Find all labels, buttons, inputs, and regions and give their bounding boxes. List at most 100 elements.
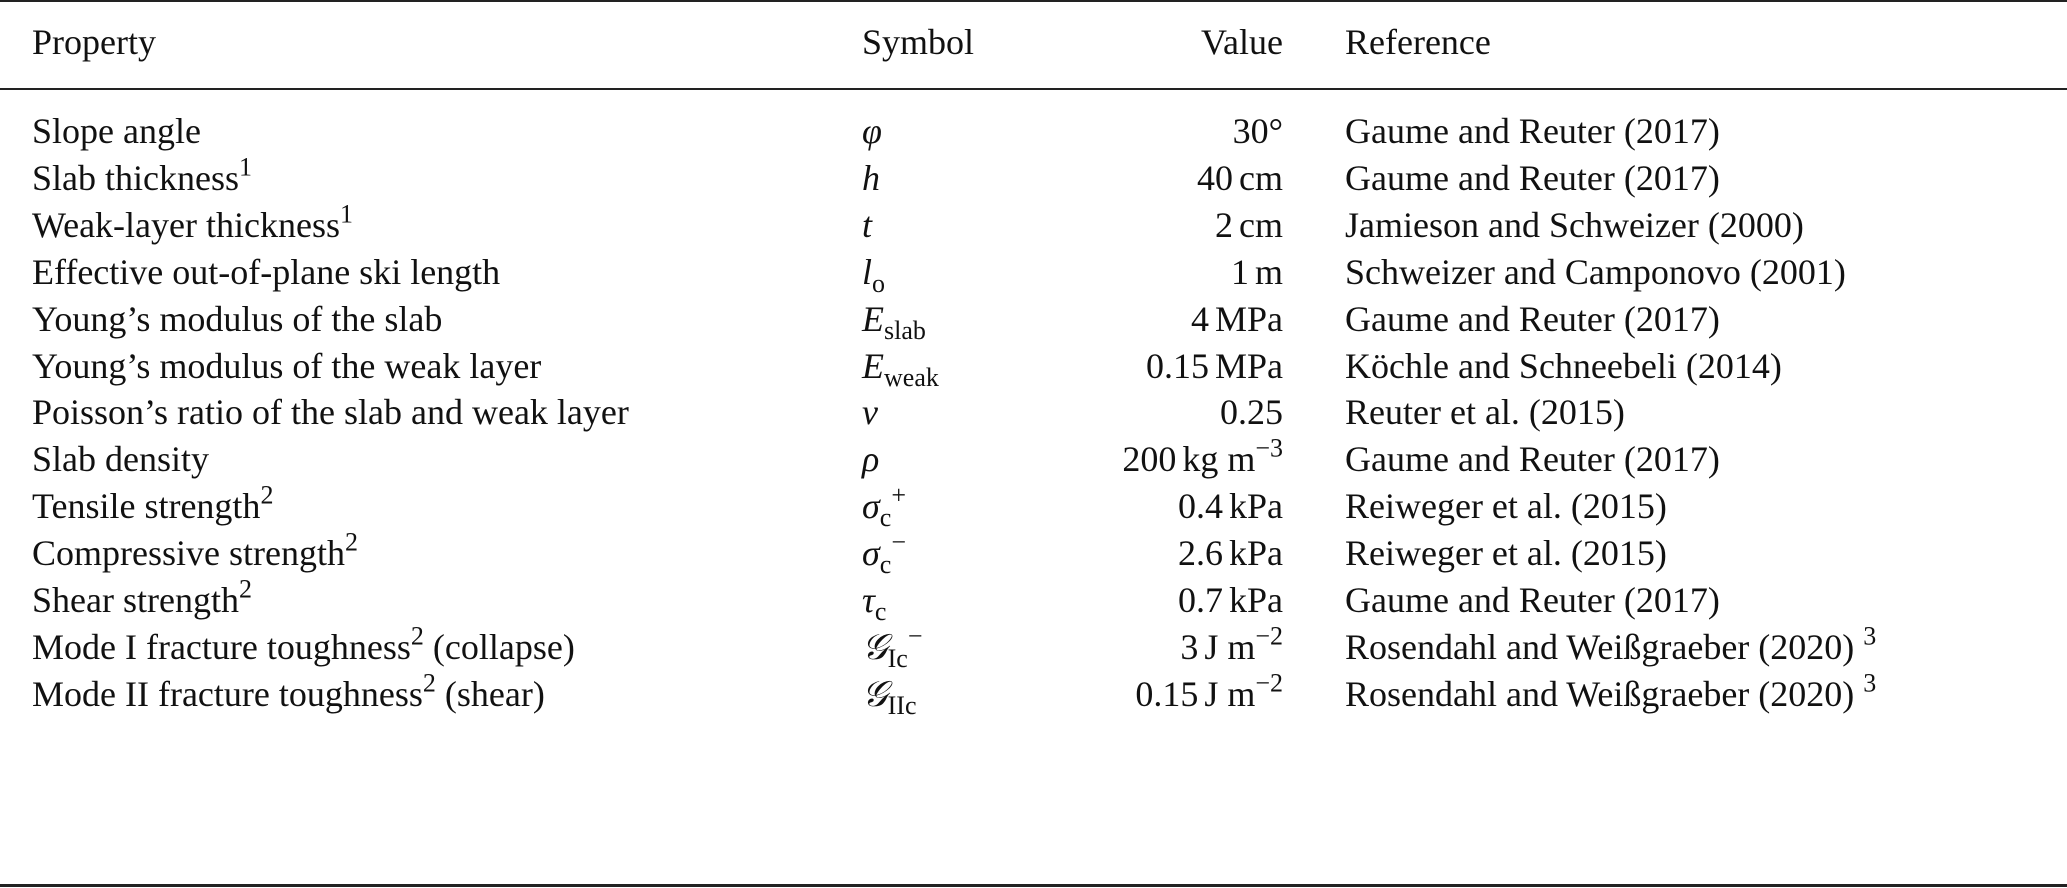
- table-row: Mode I fracture toughness2 (collapse) 𝒢Ic…: [0, 621, 2067, 671]
- symbol: E: [862, 298, 884, 339]
- reference: Köchle and Schneebeli (2014): [1345, 345, 1782, 386]
- value: 1: [1230, 251, 1249, 292]
- reference-cell: Gaume and Reuter (2017): [1345, 108, 1720, 154]
- reference-cell: Gaume and Reuter (2017): [1345, 155, 1720, 201]
- footnote-marker: 2: [260, 480, 274, 510]
- value: 0.15: [1145, 345, 1209, 386]
- reference-cell: Rosendahl and Weißgraeber (2020) 3: [1345, 621, 1877, 670]
- unit: m: [1254, 251, 1283, 292]
- property-cell: Young’s modulus of the weak layer: [32, 343, 541, 389]
- value-cell: 2.6 kPa: [1178, 530, 1283, 576]
- value: 30°: [1232, 111, 1283, 151]
- value: 0.15: [1135, 673, 1199, 714]
- symbol: h: [862, 157, 880, 198]
- unit: cm: [1239, 204, 1283, 245]
- symbol-cell: ρ: [862, 436, 879, 482]
- symbol: 𝒢: [862, 626, 888, 667]
- reference: Reiweger et al. (2015): [1345, 533, 1667, 574]
- unit: cm: [1239, 157, 1283, 198]
- property-name: Mode II fracture toughness: [32, 673, 423, 714]
- value: 200: [1122, 439, 1177, 480]
- table-row: Slab thickness1 h 40 cm Gaume and Reuter (20…: [0, 152, 2067, 201]
- value: 4: [1190, 298, 1209, 339]
- symbol-cell: ν: [862, 389, 878, 435]
- symbol: σ: [862, 486, 880, 527]
- table-row: Effective out-of-plane ski length lo 1 m Sch…: [0, 249, 2067, 298]
- property-cell: Tensile strength2: [32, 480, 274, 529]
- footnote-marker: 3: [1863, 621, 1877, 651]
- property-name: Poisson’s ratio of the slab and weak lay…: [32, 392, 629, 433]
- reference: Gaume and Reuter (2017): [1345, 580, 1720, 620]
- reference: Gaume and Reuter (2017): [1345, 298, 1720, 339]
- value-cell: 0.7 kPa: [1178, 577, 1283, 623]
- property-cell: Effective out-of-plane ski length: [32, 249, 500, 295]
- reference-cell: Jamieson and Schweizer (2000): [1345, 202, 1804, 248]
- reference-cell: Köchle and Schneebeli (2014): [1345, 343, 1782, 389]
- value-cell: 0.15 MPa: [1146, 343, 1283, 389]
- footnote-marker: 2: [238, 574, 252, 604]
- property-name: Young’s modulus of the weak layer: [32, 345, 542, 386]
- symbol: φ: [862, 111, 882, 151]
- symbol: ρ: [862, 439, 880, 480]
- symbol: l: [862, 251, 873, 292]
- unit: MPa: [1214, 345, 1283, 386]
- reference-cell: Reuter et al. (2015): [1345, 389, 1625, 435]
- footnote-marker: 3: [1863, 668, 1877, 698]
- value-cell: 4 MPa: [1191, 296, 1283, 342]
- table-row: Mode II fracture toughness2 (shear) 𝒢IIc 0…: [0, 668, 2067, 720]
- symbol: ν: [862, 392, 878, 433]
- value-cell: 0.4 kPa: [1178, 483, 1283, 529]
- unit: kPa: [1229, 486, 1283, 527]
- property-cell: Slab thickness1: [32, 152, 252, 201]
- footnote-marker: 2: [410, 621, 424, 651]
- value-cell: 200 kg m−3: [1122, 436, 1283, 482]
- property-cell: Mode II fracture toughness2 (shear): [32, 668, 545, 717]
- footnote-marker: 1: [238, 152, 252, 182]
- property-name: Effective out-of-plane ski length: [32, 251, 501, 292]
- reference: Gaume and Reuter (2017): [1345, 157, 1720, 198]
- reference-cell: Rosendahl and Weißgraeber (2020) 3: [1345, 668, 1877, 717]
- symbol-cell: Eweak: [862, 343, 939, 390]
- value-cell: 40 cm: [1197, 155, 1283, 201]
- symbol-subscript: o: [872, 268, 886, 298]
- symbol-cell: h: [862, 155, 880, 201]
- symbol-cell: t: [862, 202, 872, 248]
- reference-cell: Gaume and Reuter (2017): [1345, 296, 1720, 342]
- unit-exponent: −3: [1255, 434, 1283, 463]
- property-name: Tensile strength: [32, 486, 261, 527]
- reference-cell: Reiweger et al. (2015): [1345, 483, 1667, 529]
- unit: J m: [1204, 673, 1256, 714]
- symbol-subscript: slab: [884, 315, 926, 345]
- property-cell: Mode I fracture toughness2 (collapse): [32, 621, 575, 670]
- unit: kPa: [1229, 533, 1283, 574]
- value-cell: 30°: [1233, 108, 1283, 154]
- reference: Rosendahl and Weißgraeber (2020): [1345, 673, 1855, 714]
- property-name: Shear strength: [32, 580, 239, 620]
- symbol-superscript: −: [891, 527, 906, 557]
- symbol-cell: σc−: [862, 527, 906, 579]
- header-rule: [0, 88, 2067, 90]
- symbol: E: [862, 345, 884, 386]
- property-cell: Weak-layer thickness1: [32, 201, 353, 248]
- table-row: Slab density ρ 200 kg m−3 Gaume and Reuter (…: [0, 436, 2067, 482]
- reference-cell: Schweizer and Camponovo (2001): [1345, 249, 1846, 295]
- footnote-marker: 2: [422, 668, 436, 698]
- bottom-rule: [0, 884, 2067, 887]
- footnote-marker: 2: [344, 527, 358, 557]
- property-suffix: (collapse): [423, 626, 575, 667]
- symbol-superscript: +: [891, 480, 906, 510]
- property-cell: Slope angle: [32, 108, 201, 154]
- symbol-superscript: −: [907, 621, 923, 651]
- unit: MPa: [1214, 298, 1283, 339]
- property-name: Young’s modulus of the slab: [32, 298, 443, 339]
- value: 40: [1197, 157, 1234, 198]
- top-rule: [0, 0, 2067, 2]
- value: 3: [1180, 626, 1199, 667]
- unit-exponent: −2: [1255, 668, 1283, 698]
- property-name: Slab density: [32, 439, 209, 480]
- value: 0.25: [1220, 392, 1283, 433]
- property-suffix: (shear): [435, 673, 545, 714]
- symbol-subscript: IIc: [887, 690, 917, 720]
- symbol-subscript: c: [879, 549, 892, 579]
